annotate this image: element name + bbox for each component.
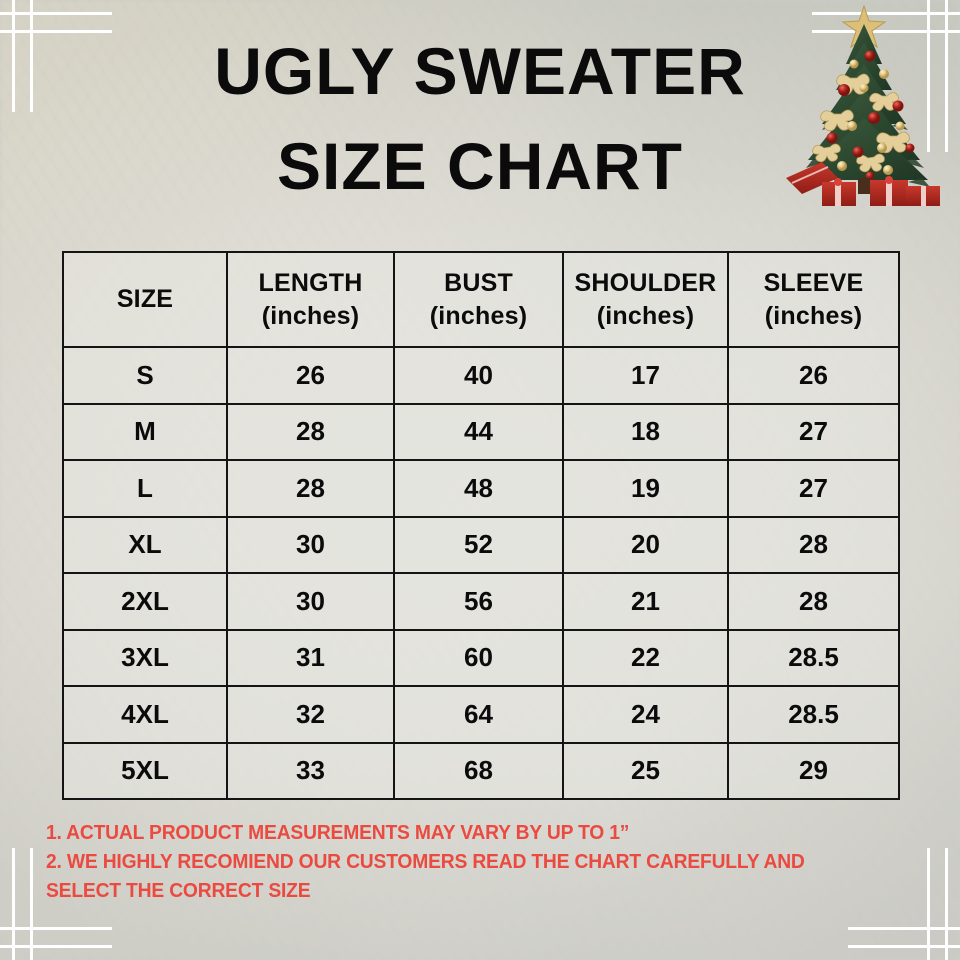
cell-length: 32 [226,685,395,744]
cell-shoulder: 19 [562,459,729,518]
table-row: XL 30 52 20 28 [62,515,900,574]
cell-bust: 44 [393,402,564,461]
cell-length: 30 [226,572,395,631]
cell-length: 33 [226,741,395,800]
column-header-unit: (inches) [429,301,528,330]
table-row: S 26 40 17 26 [62,346,900,405]
cell-bust: 64 [393,685,564,744]
column-header-size: SIZE [62,251,228,348]
cell-bust: 48 [393,459,564,518]
size-chart-table: SIZE LENGTH (inches) BUST (inches) SHOUL… [62,251,900,800]
cell-size: M [62,402,228,461]
cell-sleeve: 28 [727,515,900,574]
cell-bust: 56 [393,572,564,631]
cell-length: 31 [226,628,395,687]
cell-sleeve: 27 [727,402,900,461]
cell-size: L [62,459,228,518]
table-row: 3XL 31 60 22 28.5 [62,628,900,687]
column-header-length: LENGTH (inches) [226,251,395,348]
cell-shoulder: 18 [562,402,729,461]
title-line-1: UGLY SWEATER [214,34,746,108]
table-row: L 28 48 19 27 [62,459,900,518]
cell-size: 4XL [62,685,228,744]
cell-length: 28 [226,459,395,518]
footnote-2: 2. WE HIGHLY RECOMIEND OUR CUSTOMERS REA… [46,850,805,903]
cell-sleeve: 28.5 [727,628,900,687]
cell-size: 2XL [62,572,228,631]
cell-sleeve: 28.5 [727,685,900,744]
cell-bust: 60 [393,628,564,687]
cell-length: 26 [226,346,395,405]
table-row: 5XL 33 68 25 29 [62,741,900,800]
cell-bust: 68 [393,741,564,800]
page-title: UGLY SWEATER SIZE CHART [0,24,960,214]
cell-sleeve: 28 [727,572,900,631]
column-header-label: LENGTH [258,269,363,297]
cell-bust: 40 [393,346,564,405]
cell-shoulder: 20 [562,515,729,574]
cell-size: 5XL [62,741,228,800]
column-header-label: BUST [444,269,513,297]
cell-shoulder: 17 [562,346,729,405]
cell-shoulder: 22 [562,628,729,687]
wrapped-gifts-icon [786,162,940,206]
cell-size: XL [62,515,228,574]
cell-size: S [62,346,228,405]
cell-length: 30 [226,515,395,574]
column-header-label: SHOULDER [574,269,717,297]
column-header-label: SIZE [116,285,174,314]
table-row: 4XL 32 64 24 28.5 [62,685,900,744]
column-header-unit: (inches) [764,301,863,330]
christmas-tree-icon [778,2,950,207]
cell-sleeve: 27 [727,459,900,518]
footnote-1: 1. ACTUAL PRODUCT MEASUREMENTS MAY VARY … [46,821,630,844]
cell-shoulder: 24 [562,685,729,744]
cell-sleeve: 29 [727,741,900,800]
cell-length: 28 [226,402,395,461]
footnotes: 1. ACTUAL PRODUCT MEASUREMENTS MAY VARY … [46,818,854,905]
table-row: M 28 44 18 27 [62,402,900,461]
column-header-bust: BUST (inches) [393,251,564,348]
cell-bust: 52 [393,515,564,574]
cell-size: 3XL [62,628,228,687]
title-line-2: SIZE CHART [277,129,683,204]
column-header-unit: (inches) [596,301,695,330]
table-row: 2XL 30 56 21 28 [62,572,900,631]
column-header-label: SLEEVE [763,269,864,297]
column-header-shoulder: SHOULDER (inches) [562,251,729,348]
column-header-unit: (inches) [261,301,360,330]
cell-shoulder: 25 [562,741,729,800]
column-header-sleeve: SLEEVE (inches) [727,251,900,348]
cell-sleeve: 26 [727,346,900,405]
cell-shoulder: 21 [562,572,729,631]
table-header-row: SIZE LENGTH (inches) BUST (inches) SHOUL… [62,251,900,348]
